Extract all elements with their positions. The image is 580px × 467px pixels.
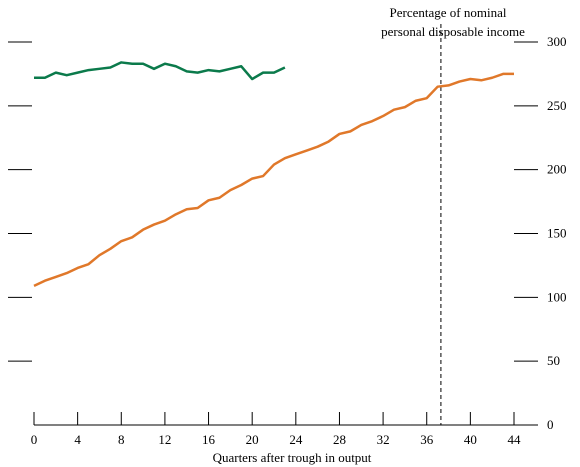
right-tick-label: 200	[547, 162, 567, 177]
series-line-1	[34, 61, 286, 81]
x-tick-label: 8	[118, 432, 125, 447]
right-axis-ticks: 0 50 100 150 200 250 300	[514, 34, 567, 432]
x-tick-label: 4	[74, 432, 81, 447]
x-tick-label: 36	[420, 432, 434, 447]
right-tick-label: 100	[547, 289, 567, 304]
right-axis-label-line2: personal disposable income	[381, 24, 525, 39]
x-axis-label: Quarters after trough in output	[213, 450, 372, 465]
x-tick-label: 12	[158, 432, 171, 447]
right-tick-label: 50	[547, 353, 560, 368]
right-tick-label: 0	[547, 417, 554, 432]
x-tick-label: 0	[31, 432, 38, 447]
right-axis-label-line1: Percentage of nominal	[390, 5, 507, 20]
right-tick-label: 150	[547, 226, 567, 241]
x-tick-label: 16	[202, 432, 216, 447]
series-group	[33, 61, 514, 287]
x-tick-label: 40	[464, 432, 477, 447]
x-ticks: 0 4 8 12 16 20 24 28 32 36 40 44	[31, 412, 521, 447]
x-tick-label: 32	[377, 432, 390, 447]
x-tick-label: 20	[246, 432, 259, 447]
x-tick-label: 24	[289, 432, 303, 447]
right-tick-label: 300	[547, 34, 567, 49]
x-tick-label: 44	[508, 432, 522, 447]
left-axis-ticks	[8, 41, 32, 362]
x-tick-label: 28	[333, 432, 346, 447]
right-tick-label: 250	[547, 98, 567, 113]
series-line-2	[33, 72, 514, 287]
